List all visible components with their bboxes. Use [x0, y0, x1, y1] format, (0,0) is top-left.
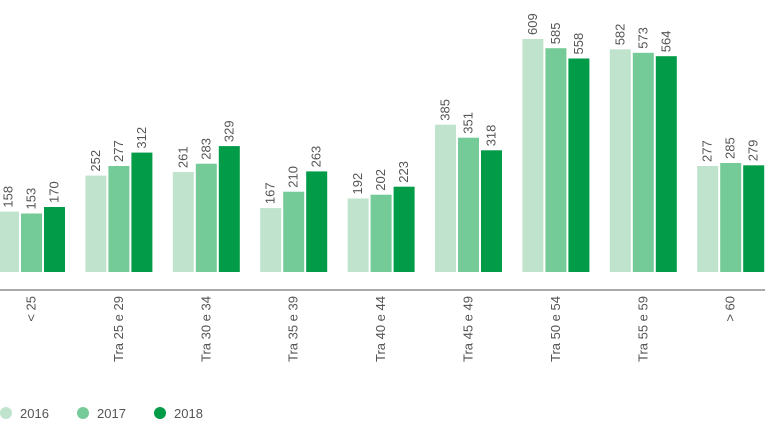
value-label-60-2017: 285 [723, 137, 738, 159]
bar-tra-35-e-39-2016 [260, 208, 282, 272]
bar-tra-30-e-34-2016 [172, 172, 194, 272]
bar-25-2018 [44, 207, 65, 272]
category-labels-group: < 25 Tra 25 e 29 Tra 30 e 34 Tra 35 e 39 Tra… [24, 296, 738, 362]
legend-swatch-2017 [77, 407, 89, 419]
bar-tra-40-e-44-2016 [347, 198, 369, 272]
legend-swatch-2018 [154, 407, 166, 419]
value-label-tra-30-e-34-2017: 283 [198, 138, 213, 160]
bars-group [0, 39, 765, 273]
bar-tra-25-e-29-2016 [85, 175, 107, 272]
value-label-25-2018: 170 [47, 181, 62, 203]
bar-tra-45-e-49-2017 [458, 137, 479, 272]
value-label-tra-35-e-39-2018: 263 [309, 146, 324, 168]
value-label-60-2018: 279 [746, 140, 761, 162]
legend-label-2017: 2017 [97, 406, 126, 421]
value-label-tra-30-e-34-2018: 329 [221, 120, 236, 142]
value-label-tra-50-e-54-2018: 558 [571, 33, 586, 55]
value-label-tra-40-e-44-2016: 192 [350, 173, 365, 195]
bar-tra-35-e-39-2017 [283, 191, 305, 272]
category-label-tra-55-e-59: Tra 55 e 59 [635, 296, 650, 362]
bar-tra-45-e-49-2016 [435, 124, 456, 272]
value-label-tra-45-e-49-2016: 385 [438, 99, 453, 121]
value-label-tra-25-e-29-2016: 252 [88, 150, 103, 172]
value-label-25-2017: 153 [24, 188, 39, 210]
bar-60-2016 [697, 166, 719, 272]
bar-tra-30-e-34-2018 [218, 146, 240, 272]
bar-tra-55-e-59-2017 [632, 52, 654, 272]
value-label-tra-25-e-29-2017: 277 [111, 140, 126, 162]
category-label-tra-30-e-34: Tra 30 e 34 [198, 296, 213, 362]
value-label-tra-50-e-54-2016: 609 [525, 13, 540, 35]
value-label-tra-50-e-54-2017: 585 [548, 22, 563, 44]
value-label-tra-45-e-49-2018: 318 [484, 125, 499, 147]
category-label-tra-50-e-54: Tra 50 e 54 [548, 296, 563, 362]
category-label-tra-40-e-44: Tra 40 e 44 [373, 296, 388, 362]
value-label-tra-35-e-39-2017: 210 [286, 166, 301, 188]
bar-tra-55-e-59-2018 [655, 56, 677, 273]
bar-tra-40-e-44-2017 [370, 194, 392, 272]
category-label-tra-35-e-39: Tra 35 e 39 [286, 296, 301, 362]
category-label-60: > 60 [723, 296, 738, 322]
value-label-tra-45-e-49-2017: 351 [461, 112, 476, 134]
value-label-tra-55-e-59-2017: 573 [635, 27, 650, 49]
bar-tra-55-e-59-2016 [609, 49, 631, 272]
bar-60-2017 [720, 163, 742, 272]
bar-tra-50-e-54-2016 [522, 39, 544, 272]
legend-label-2018: 2018 [174, 406, 203, 421]
bar-tra-40-e-44-2018 [393, 186, 415, 272]
value-label-tra-40-e-44-2018: 223 [396, 161, 411, 183]
value-label-25-2016: 158 [1, 186, 16, 208]
bar-tra-45-e-49-2018 [481, 150, 502, 272]
legend-label-2016: 2016 [20, 406, 49, 421]
value-label-tra-55-e-59-2018: 564 [658, 30, 673, 52]
bar-tra-25-e-29-2018 [131, 152, 153, 272]
value-label-tra-55-e-59-2016: 582 [612, 24, 627, 46]
value-labels-group: 158 153 170 252 277 312 261 283 329 167 210 263 192 2… [1, 13, 761, 209]
bar-tra-35-e-39-2018 [306, 171, 328, 272]
value-label-60-2016: 277 [700, 140, 715, 162]
bar-tra-50-e-54-2017 [545, 48, 567, 273]
bar-25-2017 [21, 213, 42, 272]
bar-25-2016 [0, 211, 19, 272]
category-label-25: < 25 [24, 296, 39, 322]
value-label-tra-30-e-34-2016: 261 [175, 146, 190, 168]
value-label-tra-25-e-29-2018: 312 [134, 127, 149, 149]
bar-tra-30-e-34-2017 [195, 163, 217, 272]
value-label-tra-40-e-44-2017: 202 [373, 169, 388, 191]
legend-swatch-2016 [0, 407, 12, 419]
legend: 2016 2017 2018 [0, 406, 203, 421]
category-label-tra-25-e-29: Tra 25 e 29 [111, 296, 126, 362]
bar-60-2018 [743, 165, 765, 272]
bar-tra-25-e-29-2017 [108, 166, 130, 272]
value-label-tra-35-e-39-2016: 167 [263, 182, 278, 204]
bar-tra-50-e-54-2018 [568, 58, 590, 272]
category-label-tra-45-e-49: Tra 45 e 49 [461, 296, 476, 362]
